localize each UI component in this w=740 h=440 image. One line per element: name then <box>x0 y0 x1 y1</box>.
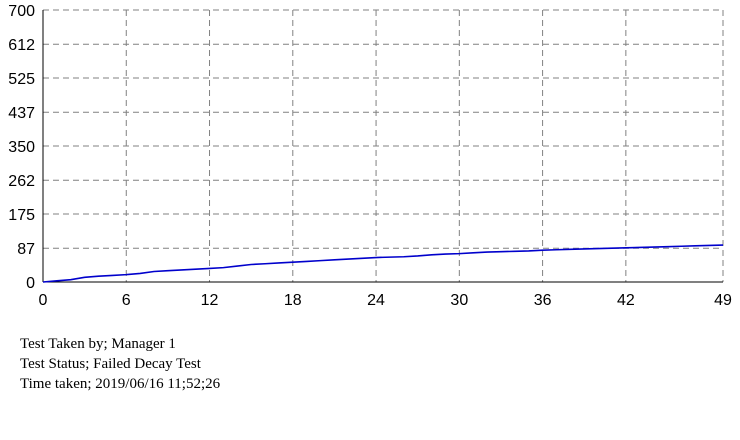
test-taken-by: Test Taken by; Manager 1 <box>20 336 176 352</box>
y-tick-label: 0 <box>26 275 35 292</box>
chart-grid <box>43 9 724 282</box>
x-tick-label: 42 <box>617 292 635 309</box>
test-status: Test Status; Failed Decay Test <box>20 356 201 372</box>
x-tick-label: 0 <box>39 292 48 309</box>
time-taken: Time taken; 2019/06/16 11;52;26 <box>20 376 221 392</box>
x-tick-label: 24 <box>367 292 385 309</box>
y-tick-label: 350 <box>8 139 35 156</box>
y-tick-label: 437 <box>8 105 35 122</box>
decay-test-chart: 0 6 12 18 24 30 36 42 49 08717526235043752561270… <box>8 3 732 309</box>
test-info-panel: Test Taken by; Manager 1 Test Status; Fa… <box>20 334 220 394</box>
chart-series <box>42 244 724 283</box>
y-tick-label: 262 <box>8 173 35 190</box>
x-axis-ticks: 0 6 12 18 24 30 36 42 49 <box>39 292 732 309</box>
y-tick-label: 700 <box>8 3 35 20</box>
y-tick-label: 612 <box>8 37 35 54</box>
x-tick-label: 49 <box>714 292 732 309</box>
y-axis-ticks: 0 87 175 262 350 437 525 612 700 <box>8 3 35 292</box>
x-tick-label: 6 <box>122 292 131 309</box>
x-tick-label: 12 <box>201 292 219 309</box>
y-tick-label: 525 <box>8 71 35 88</box>
x-tick-label: 36 <box>534 292 552 309</box>
chart-axes <box>42 10 723 283</box>
y-tick-label: 87 <box>17 241 35 258</box>
x-tick-label: 18 <box>284 292 302 309</box>
y-tick-label: 175 <box>8 207 35 224</box>
x-tick-label: 30 <box>450 292 468 309</box>
series-line <box>42 244 724 283</box>
